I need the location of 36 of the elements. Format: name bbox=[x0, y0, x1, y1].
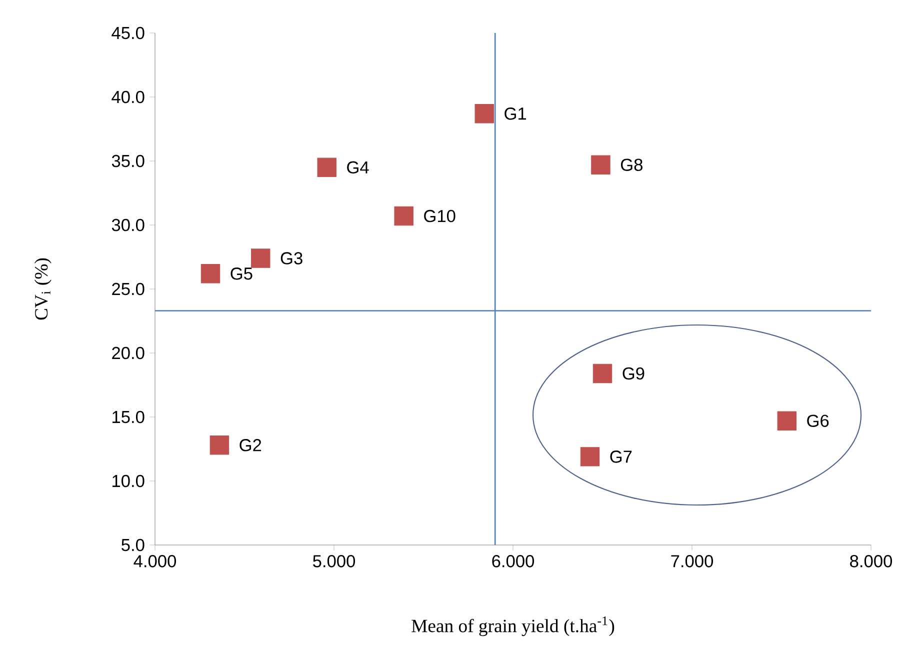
x-axis-title: Mean of grain yield (t.ha$^{-1}$) bbox=[412, 616, 614, 636]
annotation: G2 bbox=[240, 439, 262, 452]
annotation: G4 bbox=[347, 161, 369, 174]
annotation: G1 bbox=[504, 108, 526, 120]
y-tick-label: 30.0 bbox=[112, 218, 144, 232]
x-tick-label: 5.000 bbox=[313, 555, 356, 568]
y-axis-title: CV$_{i}$ (%) bbox=[34, 258, 52, 320]
y-tick-label: 45.0 bbox=[112, 26, 144, 40]
annotation: G10 bbox=[424, 210, 456, 222]
point bbox=[200, 264, 220, 284]
point bbox=[580, 447, 600, 466]
y-tick-label: 25.0 bbox=[112, 282, 144, 296]
point bbox=[317, 158, 336, 178]
annotation: G7 bbox=[610, 450, 632, 463]
y-tick-label: 5.0 bbox=[122, 538, 144, 552]
y-tick-label: 10.0 bbox=[112, 474, 144, 488]
x-tick-label: 6.000 bbox=[492, 555, 534, 568]
y-tick-label: 15.0 bbox=[112, 410, 144, 424]
x-tick-label: 4.000 bbox=[134, 555, 176, 568]
annotation: G9 bbox=[622, 367, 644, 380]
annotation: G5 bbox=[230, 268, 252, 280]
y-tick-label: 35.0 bbox=[112, 154, 144, 168]
annotation: G8 bbox=[620, 158, 642, 171]
point bbox=[591, 155, 610, 174]
y-tick-label: 40.0 bbox=[112, 90, 144, 104]
point bbox=[394, 206, 414, 226]
point bbox=[251, 248, 270, 268]
point bbox=[474, 104, 494, 124]
point bbox=[210, 436, 230, 455]
point bbox=[592, 364, 612, 384]
annotation: G6 bbox=[807, 414, 829, 427]
annotation: G3 bbox=[280, 252, 302, 264]
x-tick-label: 8.000 bbox=[850, 555, 892, 568]
y-tick-label: 20.0 bbox=[112, 346, 144, 360]
x-tick-label: 7.000 bbox=[671, 555, 714, 568]
point bbox=[777, 411, 796, 430]
